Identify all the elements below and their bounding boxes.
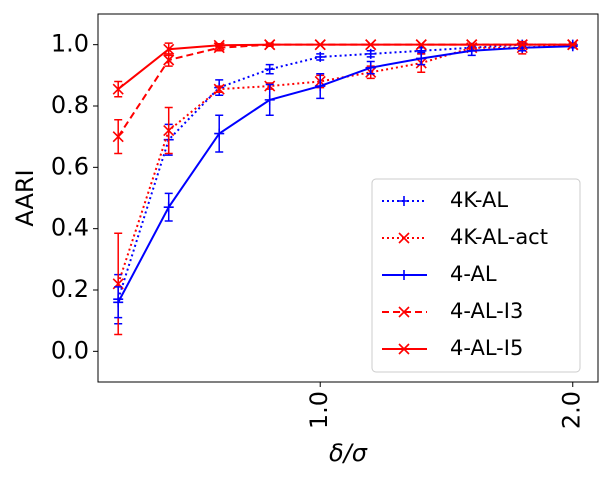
legend-label: 4K-AL [450,188,508,212]
y-tick-label: 0.4 [51,214,89,242]
x-tick-label: 1.0 [305,391,333,429]
marker [163,54,175,66]
series [112,39,579,155]
y-tick-label: 0.0 [51,336,89,364]
legend-box [371,178,581,373]
marker [415,39,427,51]
marker [264,64,275,75]
marker [163,124,175,137]
marker [163,202,174,213]
marker [399,270,409,280]
marker [264,94,275,105]
marker [567,41,578,52]
marker [365,48,376,59]
marker [416,53,427,64]
marker [466,39,478,51]
marker [314,39,326,51]
y-tick-label: 1.0 [51,30,89,58]
marker [112,83,124,95]
y-tick-label: 0.2 [51,275,89,303]
legend-label: 4-AL-I5 [450,336,523,360]
x-axis-label: δ/σ [329,439,368,467]
legend-label: 4-AL-I3 [450,299,523,323]
marker [516,39,528,51]
series-line [117,43,573,90]
marker [112,131,124,143]
marker [315,51,326,62]
y-tick-label: 0.6 [51,152,89,180]
marker [399,196,409,206]
x-tick-label: 2.0 [558,391,586,429]
marker [398,306,410,318]
marker [365,62,376,73]
marker [213,83,225,95]
marker [213,39,225,51]
y-axis-label: AARI [11,169,39,226]
marker [398,232,410,244]
legend-label: 4K-AL-act [450,225,548,249]
series [112,39,579,98]
y-tick-label: 0.8 [51,91,89,119]
marker [163,43,175,55]
legend-label: 4-AL [450,262,497,286]
marker [214,128,225,139]
marker [315,81,326,92]
marker [466,45,477,56]
marker [264,39,276,51]
marker [113,297,124,308]
plot-frame [97,13,599,383]
series-line [117,45,573,303]
marker [365,39,377,51]
marker [567,39,579,51]
marker [398,343,410,355]
series-line [117,43,573,300]
